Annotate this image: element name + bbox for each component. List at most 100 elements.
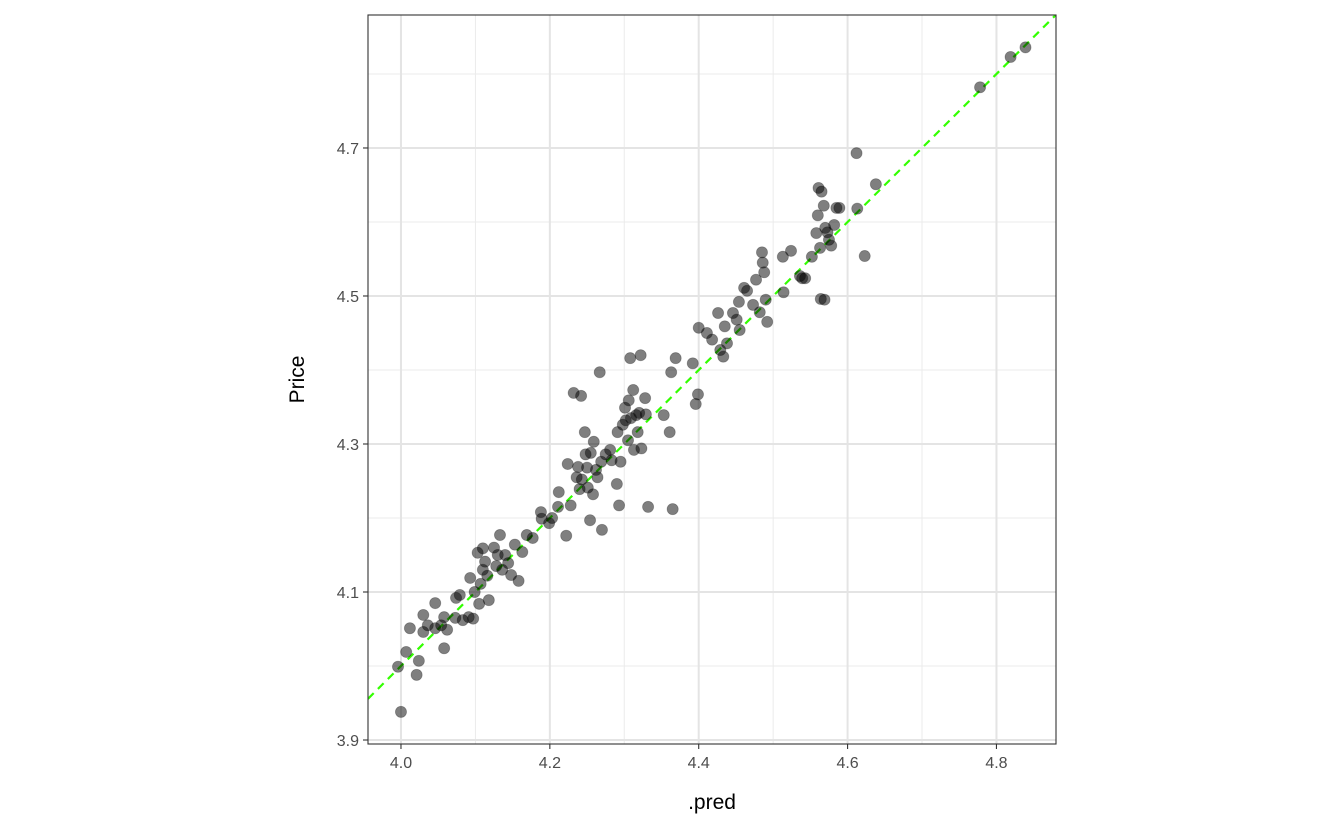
data-point [564,499,577,512]
data-point [974,81,987,94]
data-point [438,642,451,655]
data-point [691,388,704,401]
data-point [817,199,830,212]
data-point [730,313,743,326]
data-point [833,201,846,214]
data-point [635,442,648,455]
data-point [578,426,591,439]
data-point [403,622,416,635]
data-point [776,250,789,263]
data-point [593,366,606,379]
data-point [546,511,559,524]
data-point [758,266,771,279]
data-point [468,585,481,598]
data-point [669,352,682,365]
data-point [575,389,588,402]
data-point [818,293,831,306]
x-axis-title: .pred [688,791,736,814]
panel-border [367,14,1057,745]
data-point [712,307,725,320]
data-point [614,455,627,468]
data-point [686,357,699,370]
data-point [412,654,425,667]
data-point [720,337,733,350]
x-tick-label: 4.8 [985,755,1007,772]
gridlines [368,15,1056,744]
y-tick-label: 3.9 [337,733,359,750]
data-point [815,185,828,198]
y-tick-label: 4.7 [337,141,359,158]
data-point [560,529,573,542]
data-point [526,531,539,544]
y-tick-label: 4.3 [337,437,359,454]
data-point [622,394,635,407]
data-point [799,272,812,285]
data-point [429,597,442,610]
data-point [476,542,489,555]
data-point [464,571,477,584]
data-point [631,426,644,439]
data-point [613,499,626,512]
data-point [604,443,617,456]
data-point [759,293,772,306]
y-tick-label: 4.1 [337,585,359,602]
x-axis: 4.0 4.2 4.4 4.6 4.8 [390,744,1008,772]
data-point [584,514,597,527]
data-point [587,435,600,448]
data-point [663,426,676,439]
data-point [482,594,495,607]
data-point [438,611,451,624]
data-point [622,434,635,447]
data-point [785,244,798,257]
data-point [1004,50,1017,63]
data-point [561,457,574,470]
data-point [828,218,841,231]
data-point [666,503,679,516]
data-point [391,660,404,673]
data-point [717,350,730,363]
data-point [512,574,525,587]
data-point [453,588,466,601]
data-point [718,320,731,333]
data-points [391,41,1032,718]
data-point [481,569,494,582]
data-point [732,295,745,308]
data-point [587,488,600,501]
data-point [761,315,774,328]
data-point [753,306,766,319]
data-point [657,409,670,422]
data-point [394,705,407,718]
data-point [552,500,565,513]
data-point [493,529,506,542]
y-axis: 3.9 4.1 4.3 4.5 4.7 [337,141,368,750]
data-point [639,408,652,421]
data-point [634,349,647,362]
data-point [741,284,754,297]
data-point [584,446,597,459]
data-point [755,246,768,259]
x-tick-label: 4.2 [539,755,561,772]
data-point [665,366,678,379]
data-point [508,538,521,551]
data-point [642,500,655,513]
x-tick-label: 4.6 [836,755,858,772]
data-point [575,473,588,486]
data-point [502,557,515,570]
data-point [811,209,824,222]
data-point [777,286,790,299]
data-point [516,546,529,559]
data-point [869,178,882,191]
data-point [410,668,423,681]
data-point [805,250,818,263]
data-point [639,392,652,405]
data-point [850,147,863,160]
data-point [810,227,823,240]
data-point [692,321,705,334]
data-point [747,298,760,311]
x-tick-label: 4.4 [688,755,710,772]
data-point [417,608,430,621]
data-point [858,250,871,263]
data-point [441,623,454,636]
y-axis-title: Price [286,356,309,404]
